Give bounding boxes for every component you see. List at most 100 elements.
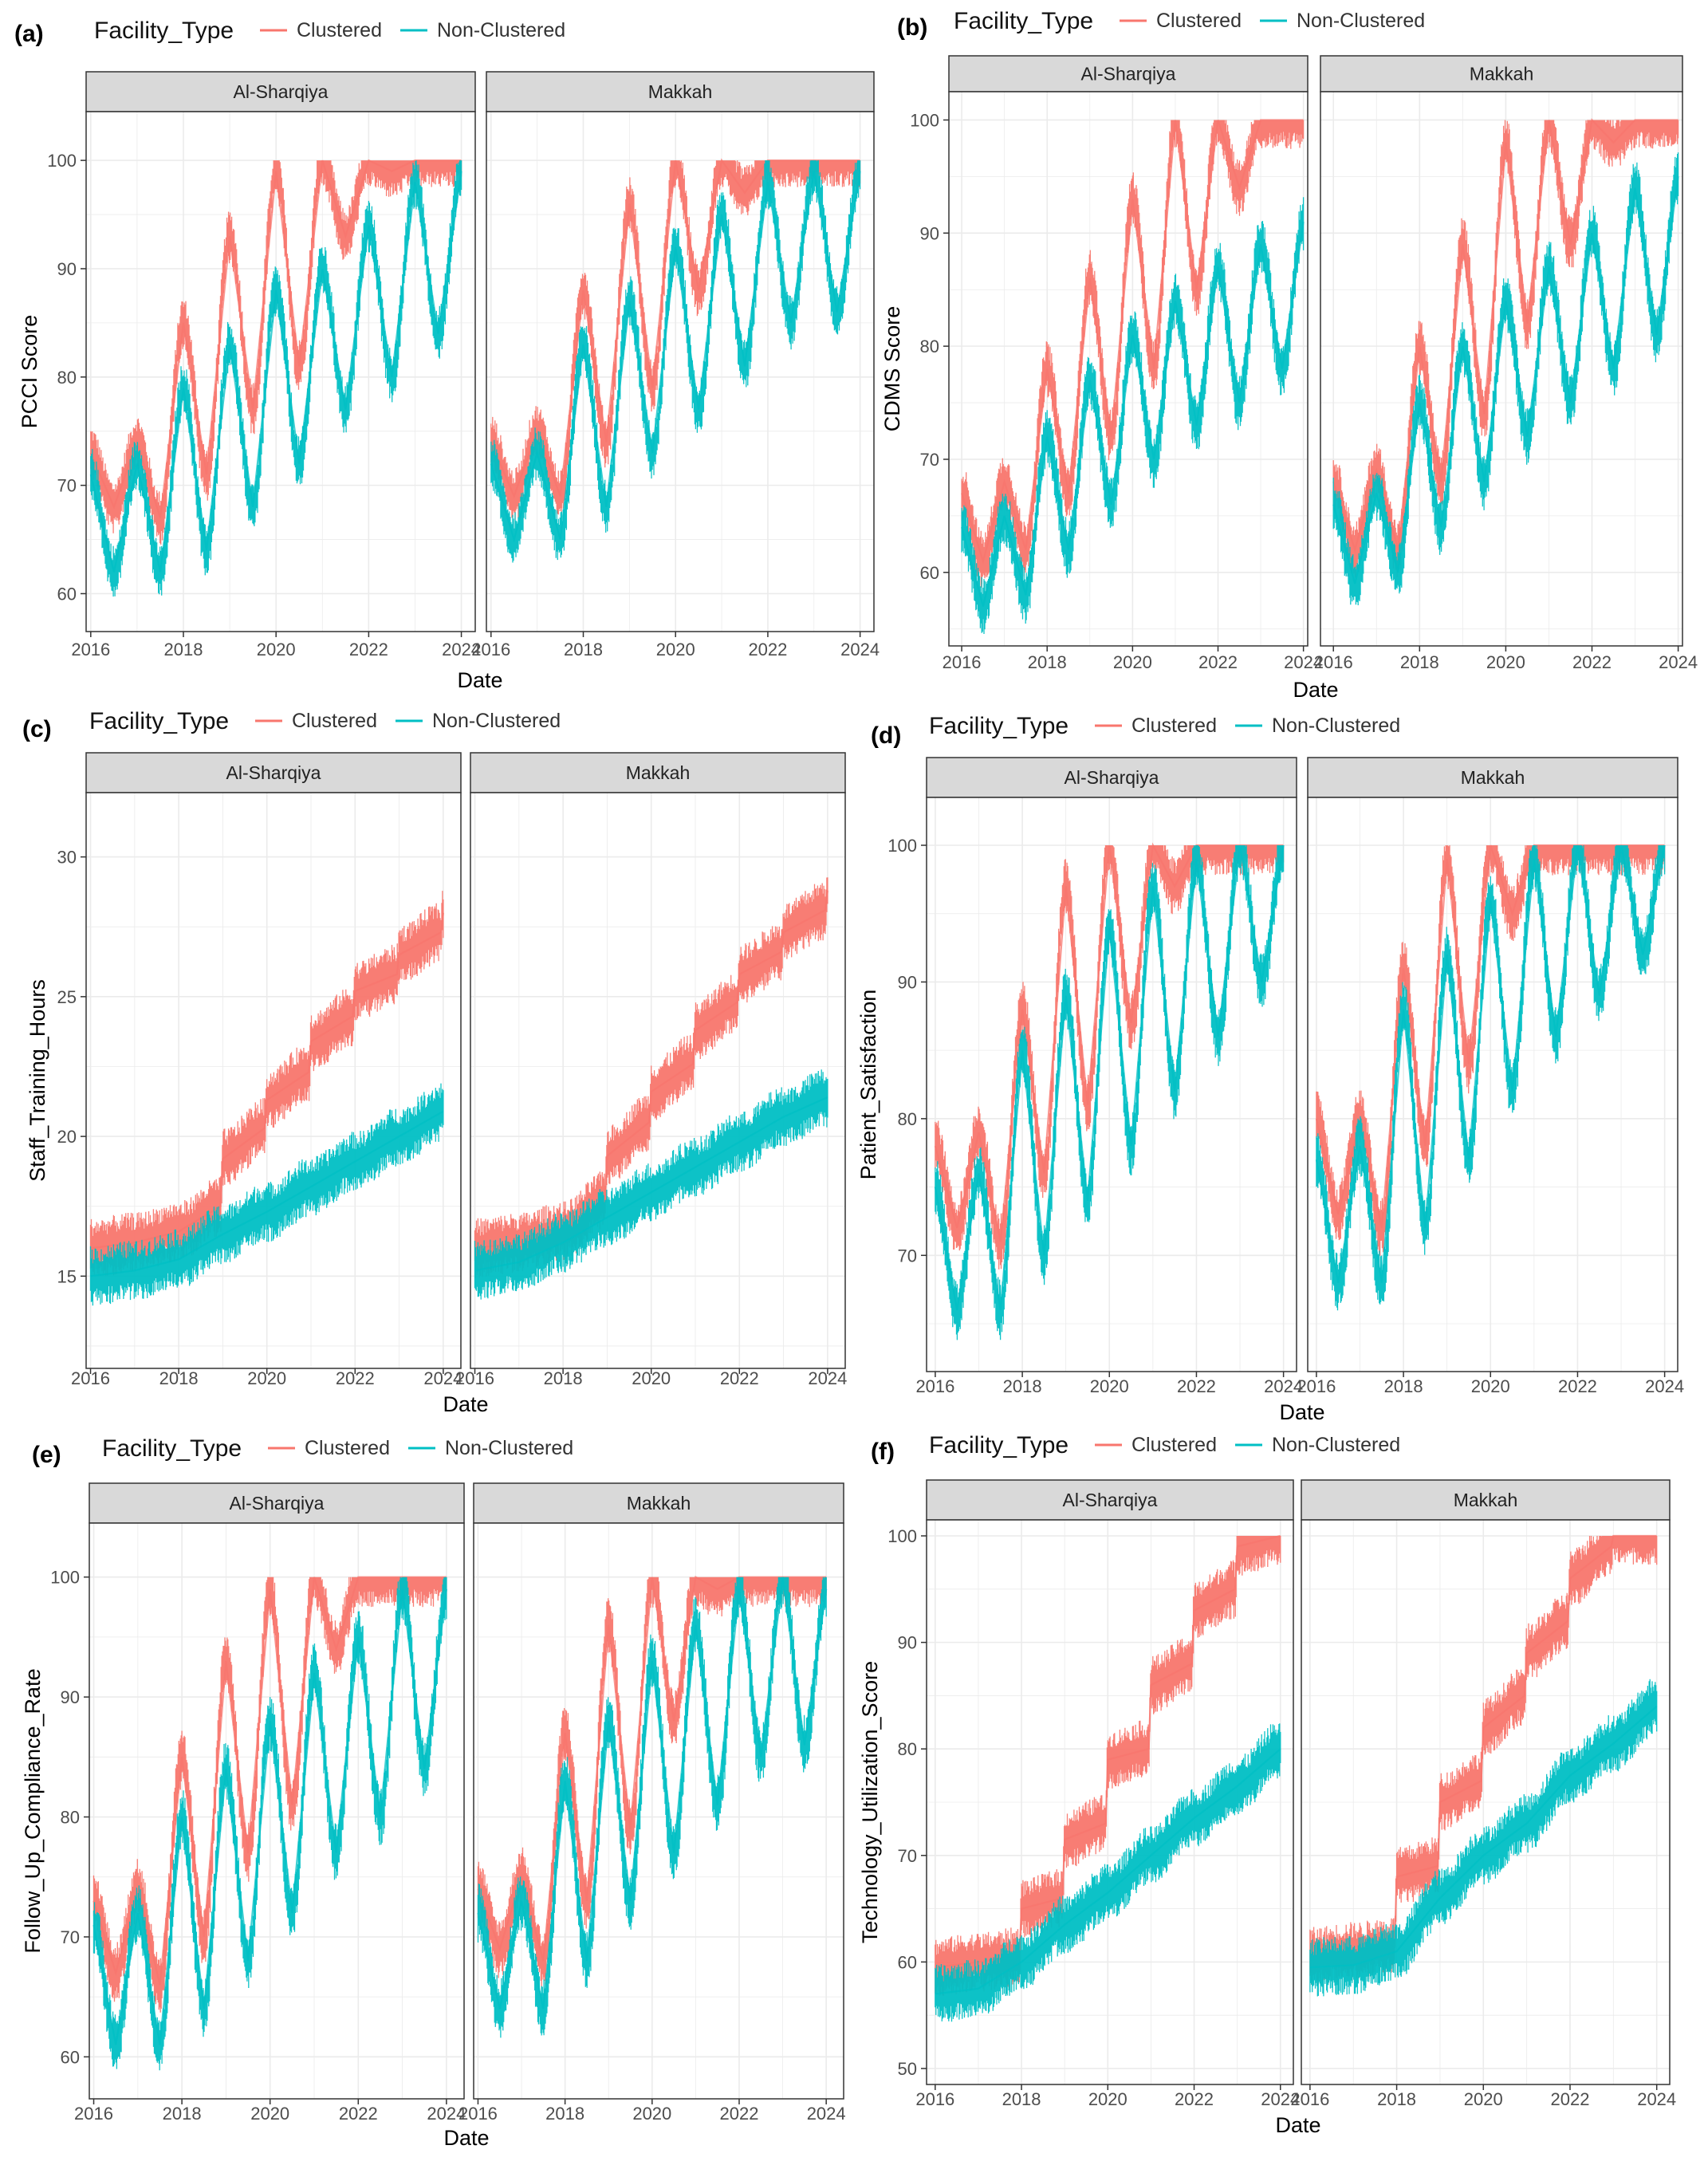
facet-strip-label: Makkah (1470, 64, 1534, 85)
x-tick-label: 2018 (164, 640, 203, 659)
x-tick-label: 2020 (632, 2104, 671, 2124)
series-clustered-trend (490, 158, 860, 499)
legend: Facility_Type Clustered Non-Clustered (89, 708, 561, 734)
series-non-clustered-trend (934, 844, 1285, 1311)
legend-title: Facility_Type (929, 713, 1068, 739)
y-tick-label: 80 (61, 1808, 80, 1828)
x-tick-label: 2018 (544, 1368, 583, 1388)
facet-strip (948, 55, 1309, 93)
x-tick-label: 2022 (349, 640, 388, 659)
y-tick-label: 90 (920, 223, 939, 243)
series-clustered (89, 159, 462, 545)
x-tick-label: 2016 (1290, 2089, 1329, 2109)
legend-title: Facility_Type (954, 8, 1093, 34)
series-non-clustered-trend (1309, 1705, 1658, 1969)
y-axis-title: Technology_Utilization_Score (858, 1661, 882, 1943)
legend: Facility_Type Clustered Non-Clustered (102, 1435, 573, 1462)
facet-al-sharqiya: Al-Sharqiya 2016 2018 2020 2022 2024 50 60 70 80 9… (887, 1479, 1300, 2109)
x-tick-label: 2020 (1464, 2089, 1503, 2109)
panel-border (470, 792, 846, 1369)
facet-strip (89, 1482, 465, 1524)
series-clustered (961, 119, 1305, 588)
y-tick-label: 90 (898, 972, 917, 992)
facet-strip (85, 71, 476, 112)
x-tick-label: 2022 (336, 1368, 375, 1388)
x-tick-label: 2020 (1471, 1376, 1510, 1396)
x-tick-label: 2016 (1314, 652, 1353, 672)
y-tick-label: 15 (57, 1266, 77, 1286)
y-axis-title: Staff_Training_Hours (26, 979, 49, 1182)
legend-label-non-clustered: Non-Clustered (445, 1437, 573, 1459)
panel-letter: (b) (897, 14, 927, 41)
series-non-clustered-trend (935, 1748, 1281, 1995)
facet-strip-label: Makkah (1454, 1490, 1518, 1510)
x-axis-title: Date (1293, 678, 1338, 702)
series-non-clustered (934, 844, 1285, 1340)
legend-title: Facility_Type (94, 18, 234, 44)
legend: Facility_Type Clustered Non-Clustered (929, 1432, 1400, 1458)
panel-border (1307, 797, 1678, 1372)
facet-makkah: Makkah 2016 2018 2020 2022 2024 (1314, 55, 1698, 672)
y-tick-label: 100 (47, 151, 77, 171)
panel-letter: (e) (32, 1442, 61, 1468)
x-tick-label: 2016 (458, 2104, 498, 2124)
facet-strip-label: Al-Sharqiya (1065, 767, 1159, 788)
x-tick-label: 2018 (1003, 1376, 1042, 1396)
facet-strip (486, 71, 875, 112)
x-tick-label: 2016 (471, 640, 510, 659)
x-tick-label: 2024 (442, 640, 481, 659)
y-tick-label: 25 (57, 987, 77, 1007)
x-tick-label: 2022 (748, 640, 787, 659)
y-tick-label: 70 (898, 1246, 917, 1266)
facet-strip-label: Makkah (627, 1493, 691, 1514)
y-tick-label: 70 (57, 476, 77, 496)
panel-a: (a) Facility_Type Clustered Non-Clustered PC… (14, 18, 880, 692)
legend-label-non-clustered: Non-Clustered (437, 19, 565, 41)
y-axis-title: Patient_Satisfaction (856, 990, 880, 1180)
series-non-clustered (961, 197, 1305, 634)
x-tick-label: 2024 (1264, 1376, 1303, 1396)
y-tick-label: 80 (920, 337, 939, 356)
panel-border (948, 91, 1309, 647)
y-tick-label: 30 (57, 848, 77, 868)
legend: Facility_Type Clustered Non-Clustered (954, 8, 1425, 34)
facet-strip (926, 757, 1297, 798)
y-tick-label: 90 (61, 1687, 80, 1707)
series-clustered-trend (935, 1534, 1281, 1969)
facet-makkah: Makkah 2016 2018 2020 2022 2024 (458, 1482, 846, 2124)
legend-label-clustered: Clustered (297, 19, 382, 41)
x-tick-label: 2018 (564, 640, 603, 659)
facet-al-sharqiya: Al-Sharqiya 2016 2018 2020 2022 2024 15 20 25 30 (57, 752, 462, 1388)
series-clustered-band (961, 120, 1305, 588)
series-clustered-trend (477, 1575, 827, 1962)
panel-border (926, 1519, 1294, 2085)
panel-e: (e) Facility_Type Clustered Non-Clustered Fo… (21, 1435, 846, 2150)
series-non-clustered-trend (490, 171, 861, 543)
facet-strip (1320, 55, 1683, 93)
x-tick-label: 2016 (1297, 1376, 1336, 1396)
x-axis-title: Date (1275, 2113, 1320, 2137)
x-tick-label: 2020 (257, 640, 296, 659)
y-tick-label: 50 (898, 2059, 917, 2079)
legend-label-non-clustered: Non-Clustered (1297, 10, 1425, 32)
x-tick-label: 2016 (74, 2104, 113, 2124)
series-non-clustered (935, 1723, 1281, 2022)
y-tick-label: 70 (61, 1927, 80, 1947)
x-tick-label: 2022 (1177, 1376, 1216, 1396)
facet-makkah: Makkah 2016 2018 2020 2022 2024 (455, 752, 847, 1388)
x-tick-label: 2020 (632, 1368, 671, 1388)
x-tick-label: 2020 (1088, 2089, 1128, 2109)
legend-title: Facility_Type (929, 1432, 1068, 1458)
x-tick-label: 2024 (1284, 652, 1323, 672)
series-non-clustered (490, 160, 861, 563)
legend-title: Facility_Type (102, 1435, 242, 1462)
series-non-clustered-trend (89, 171, 462, 573)
panel-border (486, 111, 875, 632)
facet-strip (85, 752, 462, 793)
legend-label-clustered: Clustered (1131, 714, 1217, 737)
x-tick-label: 2024 (1261, 2089, 1300, 2109)
x-tick-label: 2018 (1028, 652, 1067, 672)
x-tick-label: 2022 (720, 2104, 759, 2124)
x-tick-label: 2016 (455, 1368, 494, 1388)
